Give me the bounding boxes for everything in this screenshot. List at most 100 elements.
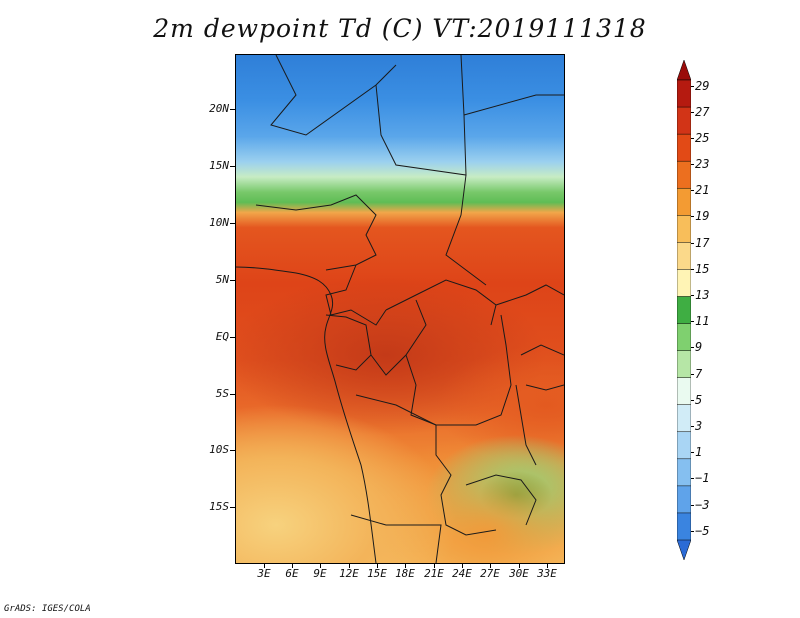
colorbar-label-9: 9 <box>695 340 703 354</box>
colorbar-segment <box>677 187 691 217</box>
colorbar-tick <box>691 452 694 453</box>
lon-tick <box>490 563 491 568</box>
colorbar-segment <box>677 296 691 325</box>
colorbar-segment <box>677 485 691 514</box>
colorbar-tick <box>691 505 694 506</box>
border-congo <box>370 299 427 376</box>
colorbar-tick <box>691 164 694 165</box>
colorbar-label-23: 23 <box>695 157 710 171</box>
colorbar-segment <box>677 404 691 433</box>
colorbar-tick <box>691 138 694 139</box>
border-nigeria <box>255 194 377 271</box>
colorbar-segment <box>677 512 691 541</box>
lat-tick <box>230 109 235 110</box>
colorbar-tick <box>691 112 694 113</box>
lon-label-21e: 21E <box>424 567 444 580</box>
lat-tick <box>230 280 235 281</box>
border-east <box>495 284 564 391</box>
colorbar-label-5: 5 <box>695 393 703 407</box>
lon-tick <box>547 563 548 568</box>
lat-label-15s: 15S <box>209 500 229 513</box>
colorbar-label-m1: −1 <box>695 471 710 485</box>
colorbar-segment <box>677 350 691 379</box>
colorbar-segment <box>677 377 691 406</box>
colorbar-tick <box>691 374 694 375</box>
colorbar-label-27: 27 <box>695 105 710 119</box>
lat-label-15n: 15N <box>209 159 229 172</box>
colorbar-tick <box>691 400 694 401</box>
lon-label-30e: 30E <box>509 567 529 580</box>
colorbar-label-7: 7 <box>695 367 703 381</box>
lon-label-24e: 24E <box>452 567 472 580</box>
colorbar-label-21: 21 <box>695 183 710 197</box>
lon-tick <box>519 563 520 568</box>
lon-label-12e: 12E <box>339 567 359 580</box>
country-borders <box>236 55 564 563</box>
border-car <box>385 279 497 326</box>
lat-label-20n: 20N <box>209 102 229 115</box>
lat-tick <box>230 507 235 508</box>
lon-label-6e: 6E <box>285 567 299 580</box>
colorbar-label-25: 25 <box>695 131 710 145</box>
colorbar-label-15: 15 <box>695 262 710 276</box>
lat-label-10s: 10S <box>209 443 229 456</box>
colorbar-tick <box>691 347 694 348</box>
lat-tick <box>230 223 235 224</box>
lat-label-eq: EQ <box>215 330 229 343</box>
lon-label-27e: 27E <box>480 567 500 580</box>
colorbar-tick <box>691 216 694 217</box>
lon-tick <box>292 563 293 568</box>
border-sahara <box>270 55 397 136</box>
colorbar-label-m3: −3 <box>695 498 710 512</box>
lat-tick <box>230 166 235 167</box>
colorbar-tick <box>691 531 694 532</box>
lat-tick <box>230 450 235 451</box>
colorbar-label-m5: −5 <box>695 524 710 538</box>
colorbar-segment <box>677 269 691 298</box>
colorbar-tick <box>691 478 694 479</box>
colorbar-label-3: 3 <box>695 419 703 433</box>
lat-label-5s: 5S <box>215 387 229 400</box>
colorbar-tick <box>691 190 694 191</box>
border-chad <box>445 174 487 286</box>
lon-tick <box>349 563 350 568</box>
colorbar <box>677 60 691 560</box>
lat-label-5n: 5N <box>215 273 229 286</box>
colorbar-segment <box>677 215 691 244</box>
lon-tick <box>434 563 435 568</box>
colorbar-segment <box>677 458 691 487</box>
lon-label-18e: 18E <box>395 567 415 580</box>
lon-tick <box>320 563 321 568</box>
colorbar-segment <box>677 106 691 135</box>
lat-tick <box>230 337 235 338</box>
colorbar-segment <box>677 60 691 81</box>
colorbar-tick <box>691 269 694 270</box>
colorbar-label-13: 13 <box>695 288 710 302</box>
lake-tanganyika <box>515 384 537 466</box>
lon-label-9e: 9E <box>313 567 327 580</box>
colorbar-tick <box>691 86 694 87</box>
colorbar-segment <box>677 323 691 352</box>
lon-tick <box>377 563 378 568</box>
lon-tick <box>405 563 406 568</box>
border-drc <box>405 314 512 426</box>
lon-tick <box>264 563 265 568</box>
lon-tick <box>462 563 463 568</box>
colorbar-tick <box>691 426 694 427</box>
map-panel <box>235 54 565 564</box>
border-zambia <box>465 474 537 526</box>
colorbar-label-29: 29 <box>695 79 710 93</box>
lon-label-15e: 15E <box>367 567 387 580</box>
border-niger <box>375 55 467 176</box>
lat-label-10n: 10N <box>209 216 229 229</box>
colorbar-segment <box>677 160 691 189</box>
colorbar-segment <box>677 133 691 162</box>
colorbar-label-1: 1 <box>695 445 703 459</box>
colorbar-label-11: 11 <box>695 314 710 328</box>
colorbar-segment <box>677 431 691 460</box>
lon-label-33e: 33E <box>537 567 557 580</box>
colorbar-segment <box>677 242 691 271</box>
lat-tick <box>230 394 235 395</box>
colorbar-tick <box>691 321 694 322</box>
colorbar-segment <box>677 79 691 108</box>
